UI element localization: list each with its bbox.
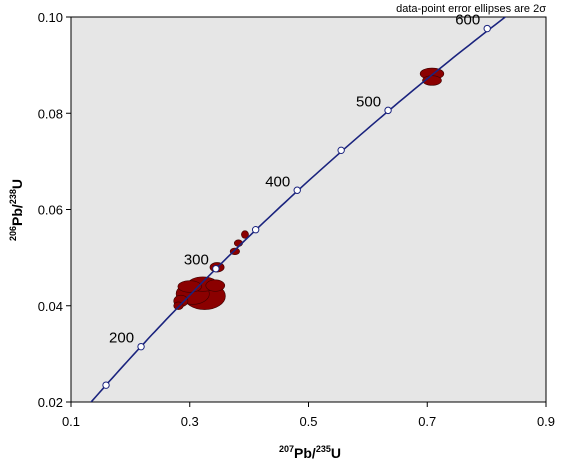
x-tick-label: 0.5 — [299, 414, 317, 429]
concordia-curve-layer — [90, 17, 507, 402]
x-axis-label: 207Pb/235U — [279, 444, 341, 461]
x-label-main1: Pb/ — [294, 445, 316, 461]
y-tick-label: 0.04 — [38, 299, 63, 314]
x-tick-label: 0.7 — [418, 414, 436, 429]
age-marker — [483, 24, 491, 33]
age-marker — [384, 106, 392, 115]
age-label: 400 — [265, 173, 290, 190]
y-label-sup1: 206 — [8, 226, 18, 241]
age-marker — [293, 186, 301, 194]
x-label-sup1: 207 — [279, 444, 294, 454]
x-label-sup2: 235 — [316, 444, 331, 454]
age-label: 600 — [455, 12, 480, 29]
y-tick-label: 0.06 — [38, 203, 63, 218]
error-ellipse-note: data-point error ellipses are 2σ — [396, 3, 546, 15]
x-label-main2: U — [331, 445, 341, 461]
x-tick-label: 0.1 — [62, 414, 80, 429]
age-markers: 200 300 400 500 600 — [102, 12, 491, 389]
plot-area — [70, 16, 547, 403]
y-label-main1: Pb/ — [9, 204, 25, 226]
y-axis-label: 206Pb/238U — [8, 179, 25, 241]
age-marker — [251, 226, 260, 234]
age-label: 300 — [184, 252, 209, 269]
age-label: 200 — [109, 330, 134, 347]
age-marker — [102, 381, 110, 389]
age-label: 500 — [356, 93, 381, 110]
y-tick-label: 0.10 — [38, 10, 63, 25]
age-marker — [137, 342, 145, 351]
error-ellipse — [205, 279, 226, 292]
age-marker — [212, 264, 220, 273]
y-label-sup2: 238 — [8, 189, 18, 204]
ticks-layer: 0.1 0.3 0.5 0.7 0.9 0.02 0.04 0.06 0.08 0.10 — [38, 10, 555, 429]
y-tick-label: 0.02 — [38, 395, 63, 410]
x-tick-label: 0.9 — [537, 414, 555, 429]
error-ellipse — [241, 230, 249, 239]
concordia-curve — [90, 17, 507, 402]
x-tick-label: 0.3 — [181, 414, 199, 429]
age-marker — [337, 146, 345, 155]
y-tick-label: 0.08 — [38, 106, 63, 121]
y-label-main2: U — [9, 179, 25, 189]
